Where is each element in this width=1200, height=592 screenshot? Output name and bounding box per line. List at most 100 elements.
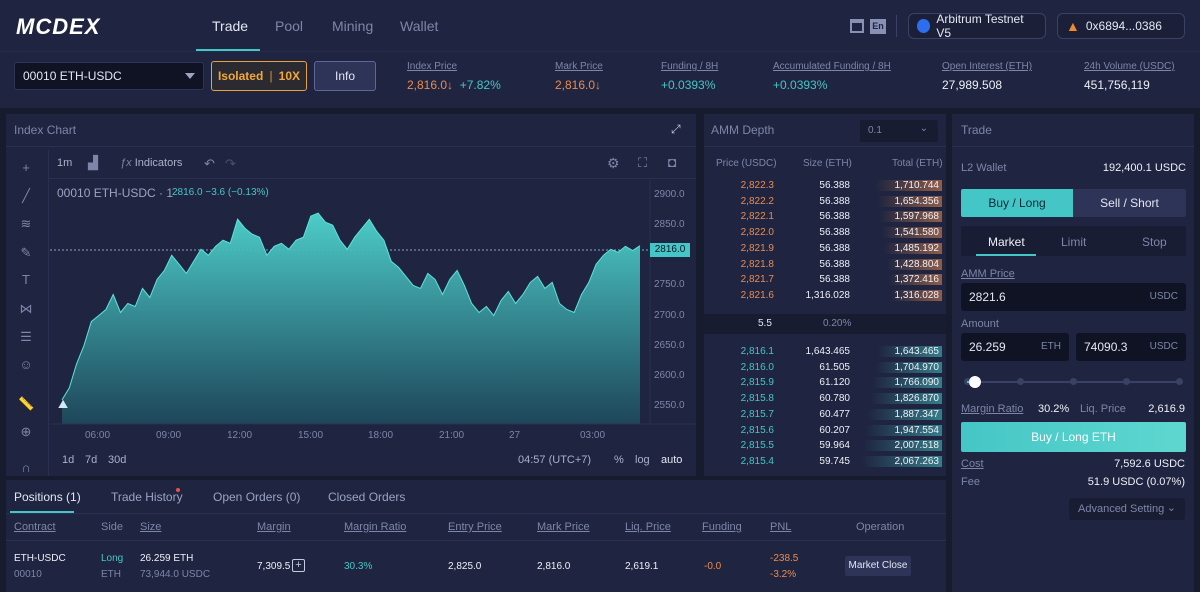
submit-buy-long-button[interactable]: Buy / Long ETH bbox=[961, 422, 1186, 452]
depth-price: 2,822.0 bbox=[740, 227, 774, 239]
timezone-label[interactable]: 04:57 (UTC+7) bbox=[518, 454, 592, 466]
depth-row[interactable]: 2,815.8 60.780 1,826.870 bbox=[704, 391, 946, 407]
text-icon[interactable]: T bbox=[22, 272, 30, 287]
index-price-stat: Index Price 2,816.0↓ +7.82% bbox=[407, 61, 501, 92]
margin-mode-button[interactable]: Isolated | 10X bbox=[211, 61, 307, 91]
leverage-slider-mark[interactable] bbox=[1070, 378, 1077, 385]
depth-row[interactable]: 2,815.7 60.477 1,887.347 bbox=[704, 407, 946, 423]
amm-price-field[interactable]: 2821.6 USDC bbox=[961, 283, 1186, 311]
mcdex-logo[interactable]: MCDEX bbox=[16, 14, 101, 39]
depth-row[interactable]: 2,816.0 61.505 1,704.970 bbox=[704, 360, 946, 376]
depth-row[interactable]: 2,815.4 59.745 2,067.263 bbox=[704, 454, 946, 470]
pattern-icon[interactable]: ⋈ bbox=[19, 301, 33, 316]
col-pnl: PNL bbox=[770, 521, 792, 533]
range-1d[interactable]: 1d bbox=[62, 454, 75, 466]
advanced-setting-toggle[interactable]: Advanced Setting ⌄ bbox=[1069, 498, 1185, 520]
price-chart-svg[interactable] bbox=[0, 0, 700, 480]
settings-gear-icon[interactable]: ⚙ bbox=[607, 155, 620, 171]
sell-short-tab[interactable]: Sell / Short bbox=[1073, 189, 1186, 217]
zoom-icon[interactable]: ⊕ bbox=[20, 424, 32, 439]
percent-toggle[interactable]: % bbox=[614, 454, 624, 466]
market-close-button[interactable]: Market Close bbox=[845, 556, 911, 576]
metamask-icon: ▲ bbox=[1066, 18, 1080, 34]
depth-row[interactable]: 2,815.5 59.964 2,007.518 bbox=[704, 438, 946, 454]
camera-icon[interactable]: ◘ bbox=[668, 154, 677, 170]
depth-size: 1,316.028 bbox=[805, 289, 851, 301]
magnet-icon[interactable]: ∩ bbox=[21, 460, 31, 475]
cost-label: Cost bbox=[961, 458, 984, 470]
depth-row[interactable]: 2,822.3 56.388 1,710.744 bbox=[704, 178, 946, 194]
depth-step-select[interactable]: 0.1 ⌄ bbox=[860, 120, 938, 142]
add-margin-icon[interactable]: + bbox=[292, 559, 305, 572]
depth-row[interactable]: 2,821.7 56.388 1,372.416 bbox=[704, 272, 946, 288]
market-selector[interactable]: 00010 ETH-USDC bbox=[14, 62, 204, 90]
ruler-icon[interactable]: 📏 bbox=[18, 396, 35, 411]
leverage-slider-mark[interactable] bbox=[1123, 378, 1130, 385]
tab-open-orders[interactable]: Open Orders (0) bbox=[213, 490, 301, 504]
depth-row[interactable]: 2,815.6 60.207 1,947.554 bbox=[704, 423, 946, 439]
wallet-account-button[interactable]: ▲ 0x6894...0386 bbox=[1057, 13, 1185, 39]
tradingview-logo-icon[interactable]: ⛰ bbox=[58, 397, 69, 411]
depth-price: 2,815.7 bbox=[740, 408, 774, 420]
nav-tab-mining[interactable]: Mining bbox=[332, 18, 374, 34]
tab-trade-history[interactable]: Trade History bbox=[111, 490, 183, 504]
depth-row[interactable]: 2,821.9 56.388 1,485.192 bbox=[704, 241, 946, 257]
leverage-slider-thumb[interactable] bbox=[969, 376, 982, 388]
expand-icon[interactable]: ⤢ bbox=[671, 122, 681, 136]
nav-tab-trade[interactable]: Trade bbox=[212, 18, 249, 34]
depth-price: 2,815.8 bbox=[740, 393, 774, 405]
margin-ratio-label: Margin Ratio bbox=[961, 403, 1024, 415]
depth-total: 1,372.416 bbox=[894, 274, 940, 286]
order-type-market[interactable]: Market bbox=[988, 235, 1025, 249]
language-icon[interactable]: En bbox=[870, 19, 886, 34]
buy-long-tab[interactable]: Buy / Long bbox=[961, 189, 1073, 217]
depth-row[interactable]: 2,822.1 56.388 1,597.968 bbox=[704, 209, 946, 225]
layout-icon[interactable] bbox=[850, 19, 864, 33]
order-type-stop[interactable]: Stop bbox=[1142, 235, 1167, 249]
order-type-limit[interactable]: Limit bbox=[1061, 235, 1087, 249]
nav-tab-wallet[interactable]: Wallet bbox=[400, 18, 439, 34]
info-button[interactable]: Info bbox=[314, 61, 376, 91]
prediction-icon[interactable]: ☰ bbox=[20, 329, 32, 344]
range-7d[interactable]: 7d bbox=[85, 454, 98, 466]
chart-legend-value: 2816.0 −3.6 (−0.13%) bbox=[172, 187, 269, 198]
depth-size: 56.388 bbox=[819, 274, 850, 286]
nav-tab-pool[interactable]: Pool bbox=[275, 18, 304, 34]
chart-type-icon[interactable]: ▟ bbox=[88, 155, 98, 170]
tab-positions[interactable]: Positions (1) bbox=[14, 490, 81, 504]
depth-row[interactable]: 2,821.8 56.388 1,428.804 bbox=[704, 257, 946, 273]
fullscreen-icon[interactable]: ⛶ bbox=[638, 155, 648, 170]
auto-toggle[interactable]: auto bbox=[661, 454, 683, 466]
redo-icon[interactable]: ↷ bbox=[225, 156, 236, 171]
undo-icon[interactable]: ↶ bbox=[204, 156, 215, 171]
interval-button[interactable]: 1m bbox=[57, 157, 73, 169]
depth-row[interactable]: 2,822.0 56.388 1,541.580 bbox=[704, 225, 946, 241]
depth-row[interactable]: 2,816.1 1,643.465 1,643.465 bbox=[704, 344, 946, 360]
y-tick-label: 2750.0 bbox=[654, 279, 685, 291]
depth-price: 2,816.1 bbox=[740, 346, 774, 357]
depth-row[interactable]: 2,822.2 56.388 1,654.356 bbox=[704, 194, 946, 210]
amm-depth-panel: AMM Depth 0.1 ⌄ Price (USDC) Size (ETH) … bbox=[704, 114, 946, 476]
chevron-down-icon bbox=[185, 73, 195, 79]
amount-usdc-input[interactable]: 74090.3 USDC bbox=[1076, 333, 1186, 361]
price-line bbox=[61, 212, 641, 401]
depth-row[interactable]: 2,815.9 61.120 1,766.090 bbox=[704, 375, 946, 391]
indicators-button[interactable]: ƒx Indicators bbox=[120, 157, 182, 169]
tab-closed-orders[interactable]: Closed Orders bbox=[328, 490, 406, 504]
crosshair-icon[interactable]: + bbox=[22, 160, 30, 175]
log-toggle[interactable]: log bbox=[635, 454, 650, 466]
emoji-icon[interactable]: ☺ bbox=[19, 357, 33, 372]
depth-total: 1,654.356 bbox=[894, 195, 940, 207]
amount-eth-input[interactable]: 26.259 ETH bbox=[961, 333, 1069, 361]
network-selector[interactable]: Arbitrum Testnet V5 bbox=[908, 12, 1046, 40]
trendline-icon[interactable]: ╱ bbox=[22, 188, 30, 203]
depth-size: 60.780 bbox=[819, 393, 850, 405]
fib-icon[interactable]: ≋ bbox=[20, 216, 32, 231]
col-operation: Operation bbox=[856, 521, 905, 533]
depth-row[interactable]: 2,821.6 1,316.028 1,316.028 bbox=[704, 288, 946, 304]
leverage-slider-mark[interactable] bbox=[1017, 378, 1024, 385]
depth-size: 1,643.465 bbox=[805, 346, 851, 357]
range-30d[interactable]: 30d bbox=[108, 454, 127, 466]
leverage-slider-mark[interactable] bbox=[1176, 378, 1183, 385]
brush-icon[interactable]: ✎ bbox=[20, 245, 32, 260]
